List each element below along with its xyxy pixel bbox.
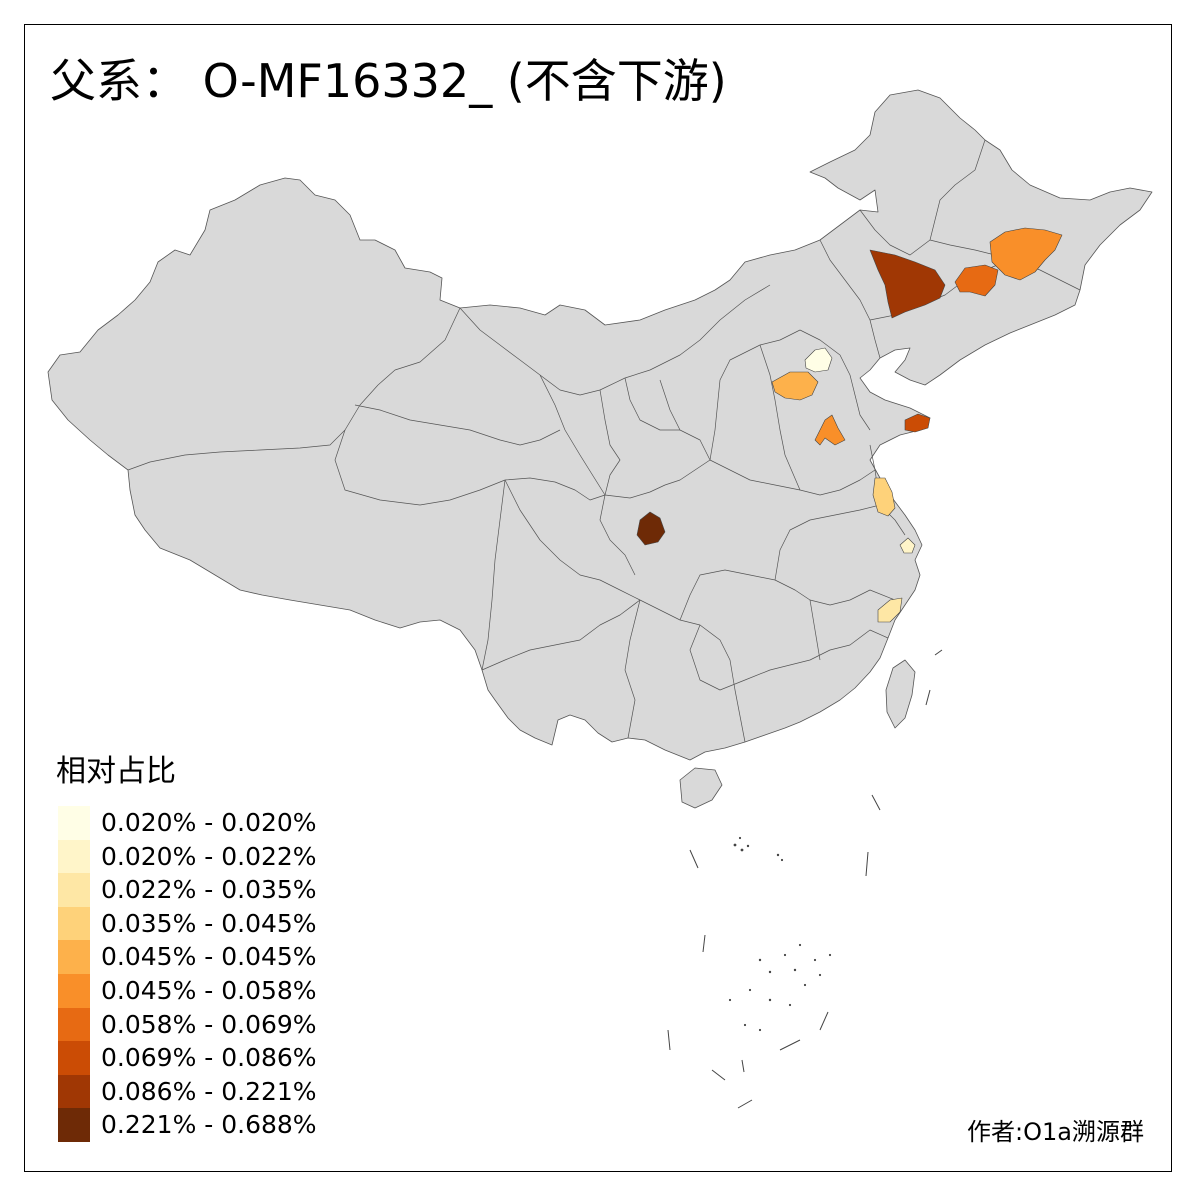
region-bin-0.022-0.035 <box>877 597 903 623</box>
author-credit: 作者:O1a溯源群 <box>967 1118 1144 1146</box>
legend-label: 0.045% - 0.058% <box>101 975 317 1005</box>
region-bin-0.069-0.086 <box>904 413 931 433</box>
china-outline <box>47 89 1153 761</box>
map-frame <box>24 24 1172 1172</box>
legend-label: 0.058% - 0.069% <box>101 1009 317 1039</box>
legend-swatch <box>58 839 90 874</box>
region-bin-0.035-0.045 <box>872 477 896 517</box>
region-bin-0.045-0.045 <box>771 371 819 401</box>
region-bin-0.045-0.058-a <box>989 227 1063 281</box>
legend-swatch <box>58 1041 90 1075</box>
legend-swatch <box>58 806 90 840</box>
legend-swatch <box>58 873 90 907</box>
map-title: 父系： O-MF16332_ (不含下游) <box>50 54 727 108</box>
south-sea-islands <box>667 649 943 1109</box>
legend-label: 0.020% - 0.022% <box>101 841 317 871</box>
region-bin-0.086-0.221 <box>869 249 946 319</box>
region-bin-0.221-0.688 <box>636 511 666 546</box>
legend-swatch <box>58 906 90 941</box>
legend-label: 0.035% - 0.045% <box>101 908 317 938</box>
legend-label: 0.022% - 0.035% <box>101 875 317 905</box>
region-bin-0.020-0.020 <box>804 347 833 373</box>
legend-label: 0.221% - 0.688% <box>101 1110 317 1140</box>
legend-swatch <box>58 973 90 1008</box>
legend-label: 0.086% - 0.221% <box>101 1076 317 1106</box>
legend-title: 相对占比 <box>56 754 176 789</box>
taiwan-island <box>885 659 916 729</box>
legend-swatch <box>58 1074 90 1109</box>
legend-swatch <box>58 940 90 974</box>
island-dots <box>728 836 832 1032</box>
region-bin-0.058-0.069 <box>954 264 999 297</box>
legend-label: 0.045% - 0.045% <box>101 942 317 972</box>
legend-label: 0.020% - 0.020% <box>101 808 317 837</box>
legend-swatch <box>58 1007 90 1042</box>
legend-swatch <box>58 1108 90 1142</box>
hainan-island <box>679 767 723 809</box>
region-bin-0.020-0.022 <box>899 537 916 554</box>
region-bin-0.045-0.058-b <box>814 414 846 446</box>
legend-label: 0.069% - 0.086% <box>101 1043 317 1073</box>
